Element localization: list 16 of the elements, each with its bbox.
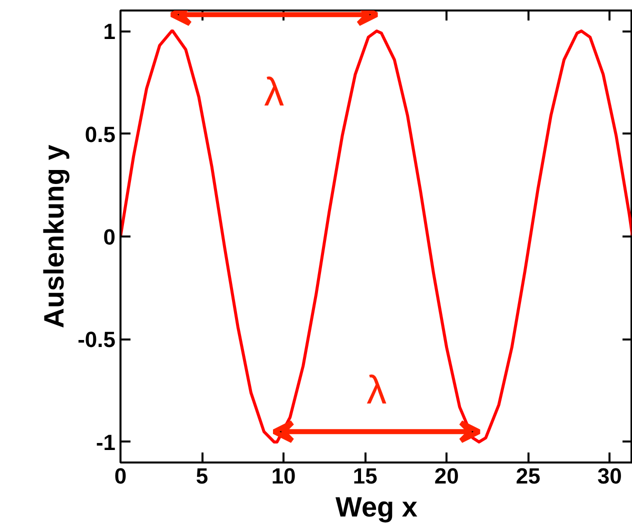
y-tick-label: -1 xyxy=(96,430,116,455)
x-tick-label: 15 xyxy=(352,464,378,488)
x-tick-label: 25 xyxy=(516,464,540,488)
y-tick-label: -0.5 xyxy=(78,327,116,352)
line-series xyxy=(120,30,632,444)
x-axis-title: Weg x xyxy=(336,492,418,522)
y-tick-label: 0.5 xyxy=(84,122,116,147)
y-axis-title: Auslenkung y xyxy=(38,144,70,328)
x-tick-label: 20 xyxy=(434,464,459,488)
annotation: λ xyxy=(366,368,387,413)
annotation: λ xyxy=(264,70,284,115)
y-tick-label: 1 xyxy=(103,19,116,44)
x-tick-label: 5 xyxy=(196,464,208,488)
y-tick-label: 0 xyxy=(103,224,116,250)
x-tick-label: 30 xyxy=(597,464,622,488)
x-tick-label: 10 xyxy=(271,464,296,488)
